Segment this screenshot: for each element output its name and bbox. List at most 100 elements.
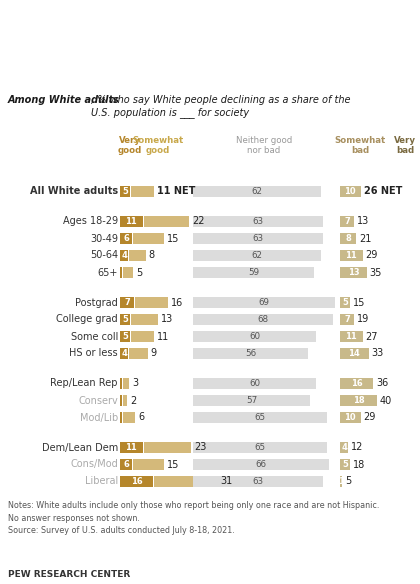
- Text: 40: 40: [380, 395, 392, 405]
- Bar: [131, 186, 154, 197]
- Text: 18: 18: [353, 460, 365, 470]
- Bar: [193, 348, 308, 359]
- Text: 27: 27: [366, 332, 378, 342]
- Text: 5: 5: [122, 332, 128, 341]
- Bar: [193, 412, 327, 423]
- Text: Rep/Lean Rep: Rep/Lean Rep: [50, 378, 118, 388]
- Text: 12: 12: [351, 443, 364, 453]
- Bar: [340, 395, 377, 406]
- Text: 15: 15: [167, 460, 180, 470]
- Text: 21: 21: [360, 234, 372, 244]
- Text: Dem/Lean Dem: Dem/Lean Dem: [42, 443, 118, 453]
- Text: 16: 16: [351, 379, 362, 388]
- Bar: [120, 459, 132, 470]
- Bar: [120, 314, 130, 325]
- Bar: [120, 331, 130, 342]
- Bar: [193, 395, 310, 406]
- Bar: [133, 233, 164, 244]
- Text: 30-49: 30-49: [90, 234, 118, 244]
- Text: 8: 8: [149, 251, 155, 260]
- Text: 63: 63: [252, 477, 263, 486]
- Text: 62: 62: [251, 251, 262, 260]
- Text: Neither good
nor bad: Neither good nor bad: [236, 136, 292, 155]
- Bar: [129, 250, 146, 261]
- Bar: [154, 476, 218, 487]
- Text: 23: 23: [194, 443, 206, 453]
- Bar: [340, 233, 357, 244]
- Bar: [193, 314, 333, 325]
- Bar: [120, 378, 122, 389]
- Text: 63: 63: [252, 217, 263, 226]
- Text: 6: 6: [123, 460, 129, 469]
- Text: 5: 5: [342, 460, 348, 469]
- Text: 69: 69: [258, 298, 270, 307]
- Bar: [193, 250, 320, 261]
- Text: Somewhat
good: Somewhat good: [132, 136, 184, 155]
- Text: 65+: 65+: [97, 267, 118, 277]
- Bar: [340, 412, 361, 423]
- Bar: [340, 297, 350, 308]
- Text: 4: 4: [341, 443, 347, 452]
- Text: 22: 22: [192, 217, 205, 227]
- Text: 16: 16: [171, 297, 184, 308]
- Text: All White adults: All White adults: [30, 186, 118, 196]
- Text: College grad: College grad: [56, 315, 118, 325]
- Text: Ages 18-29: Ages 18-29: [63, 217, 118, 227]
- Text: 68: 68: [257, 315, 268, 324]
- Bar: [120, 216, 143, 227]
- Text: 11: 11: [126, 443, 137, 452]
- Bar: [131, 331, 154, 342]
- Text: HS or less: HS or less: [69, 349, 118, 359]
- Text: 57: 57: [246, 396, 257, 405]
- Text: , % who say White people declining as a share of the
U.S. population is ___ for : , % who say White people declining as a …: [91, 95, 351, 119]
- Text: 50-64: 50-64: [90, 251, 118, 260]
- Bar: [193, 378, 317, 389]
- Bar: [123, 395, 127, 406]
- Bar: [340, 267, 367, 278]
- Text: 2: 2: [130, 395, 136, 405]
- Text: 11: 11: [345, 251, 357, 260]
- Text: 33: 33: [372, 349, 384, 359]
- Bar: [123, 267, 133, 278]
- Bar: [129, 348, 148, 359]
- Text: 11: 11: [345, 332, 357, 341]
- Bar: [144, 442, 191, 453]
- Text: 6: 6: [139, 412, 144, 422]
- Text: 15: 15: [353, 297, 366, 308]
- Text: 7: 7: [344, 315, 350, 324]
- Text: 15: 15: [167, 234, 180, 244]
- Text: 4: 4: [121, 349, 127, 358]
- Text: Very
good: Very good: [118, 136, 142, 155]
- Text: 66: 66: [255, 460, 266, 469]
- Text: 19: 19: [357, 315, 370, 325]
- Text: 16: 16: [131, 477, 142, 486]
- Text: PEW RESEARCH CENTER: PEW RESEARCH CENTER: [8, 571, 130, 579]
- Bar: [131, 314, 158, 325]
- Text: 13: 13: [348, 268, 359, 277]
- Bar: [144, 216, 189, 227]
- Bar: [120, 186, 130, 197]
- Bar: [193, 233, 323, 244]
- Bar: [120, 267, 122, 278]
- Text: 29: 29: [364, 412, 376, 422]
- Text: 59: 59: [248, 268, 259, 277]
- Text: 56: 56: [245, 349, 256, 358]
- Bar: [340, 476, 342, 487]
- Text: Very
bad: Very bad: [394, 136, 416, 155]
- Text: 5: 5: [342, 298, 348, 307]
- Bar: [340, 348, 369, 359]
- Text: 10: 10: [344, 187, 356, 196]
- Bar: [120, 412, 122, 423]
- Text: 31: 31: [221, 477, 233, 486]
- Text: Liberal: Liberal: [85, 477, 118, 486]
- Text: 3: 3: [132, 378, 138, 388]
- Bar: [123, 412, 135, 423]
- Text: 63: 63: [252, 234, 263, 243]
- Bar: [193, 216, 323, 227]
- Text: 4: 4: [121, 251, 127, 260]
- Bar: [120, 233, 132, 244]
- Text: 35: 35: [370, 267, 382, 277]
- Text: 5: 5: [122, 187, 128, 196]
- Bar: [120, 250, 128, 261]
- Bar: [340, 331, 362, 342]
